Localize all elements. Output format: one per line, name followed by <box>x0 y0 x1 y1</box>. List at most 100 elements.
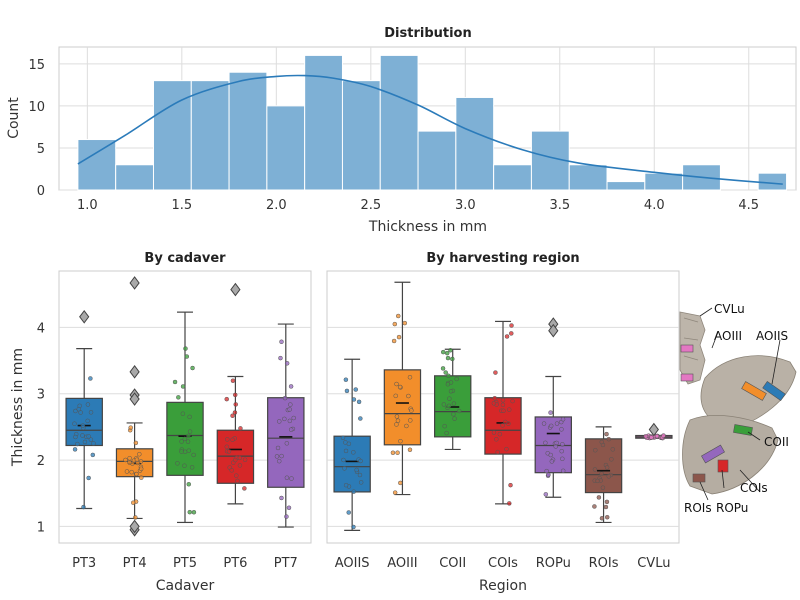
box-sample-point <box>543 492 549 497</box>
box-sample-point <box>643 433 649 439</box>
box-iqr <box>383 369 422 446</box>
anatomy-illustration: CVLu AOIII AOIIS COII COIs ROIs ROPu <box>679 302 797 515</box>
box-sample-point <box>282 395 288 401</box>
box-sample-point <box>129 469 134 475</box>
box-x-tick-label: AOIIS <box>335 556 370 571</box>
box-sample-point <box>445 355 451 361</box>
box-sample-point <box>134 471 139 477</box>
box-sample-point <box>592 467 598 472</box>
hist-x-tick-label: 2.0 <box>266 198 287 213</box>
box-sample-point <box>138 466 144 472</box>
box-sample-point <box>242 486 247 491</box>
by-cadaver-y-label: Thickness in mm <box>10 348 26 467</box>
box-sample-point <box>603 504 609 510</box>
box-y-tick-label: 4 <box>37 321 45 336</box>
box-sample-point <box>599 471 604 476</box>
box-sample-point <box>343 482 349 488</box>
leader-lines-shape <box>699 307 781 501</box>
box-sample-point <box>456 408 462 414</box>
box-sample-point <box>548 452 553 458</box>
box-sample-point <box>284 514 289 519</box>
box-outlier-marker <box>129 392 140 406</box>
box-sample-point <box>288 384 294 389</box>
box-sample-point <box>560 442 565 447</box>
box-sample-point <box>596 495 602 500</box>
box-sample-point <box>284 475 290 480</box>
box-x-tick-label: PT7 <box>274 556 298 571</box>
box-sample-point <box>441 402 447 407</box>
box-sample-point <box>277 419 282 424</box>
label-ropu: ROPu <box>716 501 748 515</box>
box-sample-point <box>224 444 230 450</box>
hist-x-tick-label: 1.5 <box>171 198 192 213</box>
histogram-bar <box>190 80 230 191</box>
box-sample-point <box>91 441 96 446</box>
box-x-tick-label: PT6 <box>223 556 247 571</box>
box-sample-point <box>354 467 359 473</box>
box-sample-point <box>235 478 240 484</box>
box-outlier-marker <box>129 519 140 534</box>
box-sample-point <box>133 440 139 446</box>
box-sample-point <box>85 402 91 407</box>
region-rois-patch <box>692 473 706 483</box>
box-sample-point <box>504 334 510 339</box>
box-sample-point <box>75 441 80 447</box>
box-sample-point <box>88 437 94 442</box>
box-sample-point <box>452 416 457 421</box>
box-sample-point <box>406 393 411 399</box>
hist-y-tick-label: 15 <box>28 58 45 73</box>
box-sample-point <box>604 465 610 470</box>
by-cadaver-x-label: Cadaver <box>156 578 215 594</box>
box-sample-point <box>186 448 191 453</box>
box-outlier-marker <box>79 309 90 324</box>
box-sample-point <box>187 509 193 515</box>
histogram-bar <box>341 80 381 191</box>
box-sample-point <box>175 461 180 466</box>
region-aoiis-patch <box>762 380 786 402</box>
box-sample-point <box>497 431 503 437</box>
by-cadaver-title: By cadaver <box>144 251 226 266</box>
box-sample-point <box>282 416 287 422</box>
box-sample-point <box>358 458 363 464</box>
box-sample-point <box>225 437 230 442</box>
box-outlier-marker <box>129 276 140 290</box>
box-sample-point <box>88 410 94 415</box>
box-sample-point <box>609 457 614 462</box>
box-sample-point <box>287 418 293 424</box>
histogram-title: Distribution <box>384 26 471 41</box>
box-sample-point <box>351 397 357 402</box>
box-sample-point <box>358 480 364 485</box>
box-sample-point <box>394 422 399 427</box>
box-sample-point <box>176 395 181 400</box>
box-sample-point <box>190 365 195 371</box>
box-sample-point <box>393 393 398 399</box>
box-sample-point <box>90 452 96 458</box>
box-sample-point <box>443 370 448 375</box>
by-cadaver-x-ticks: PT3 PT4 PT5 PT6 PT7 <box>72 556 298 571</box>
box-sample-point <box>277 458 282 464</box>
box-sample-point <box>341 457 346 463</box>
box-sample-point <box>592 504 597 509</box>
histogram-bar <box>417 130 457 191</box>
box-sample-point <box>510 398 515 404</box>
box-sample-point <box>346 510 351 515</box>
box-sample-point <box>233 457 238 463</box>
box-sample-point <box>72 421 77 426</box>
box-sample-point <box>402 320 408 326</box>
box-sample-point <box>451 401 457 406</box>
box-sample-point <box>182 436 188 442</box>
box-sample-point <box>392 321 398 327</box>
hist-x-tick-label: 3.0 <box>455 198 476 213</box>
hist-y-tick-label: 10 <box>28 100 45 115</box>
box-sample-point <box>442 423 447 429</box>
histogram-y-ticks: 0 5 10 15 <box>28 58 45 199</box>
box-sample-point <box>500 402 506 408</box>
box-sample-point <box>191 452 196 458</box>
box-sample-point <box>494 437 499 442</box>
box-sample-point <box>543 440 548 446</box>
box-sample-point <box>351 524 356 530</box>
box-sample-point <box>278 355 283 361</box>
box-sample-point <box>73 434 78 440</box>
box-outlier-marker <box>230 282 241 297</box>
hist-x-tick-label: 1.0 <box>77 198 98 213</box>
